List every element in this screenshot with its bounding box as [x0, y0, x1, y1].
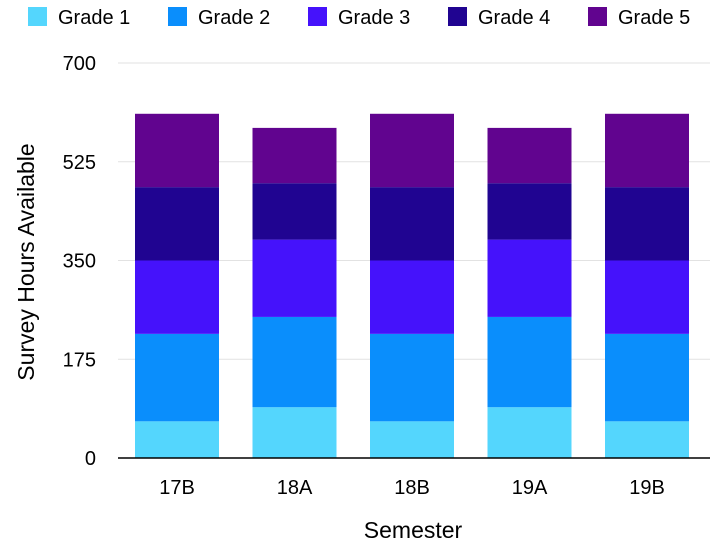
- bar-segment-grade-1: [605, 421, 689, 458]
- bar-segment-grade-5: [605, 113, 689, 188]
- x-axis-title: Semester: [364, 517, 463, 543]
- y-axis-title: Survey Hours Available: [13, 143, 39, 380]
- legend-label: Grade 5: [618, 7, 690, 29]
- legend-swatch: [588, 7, 607, 26]
- bar-segment-grade-4: [252, 183, 337, 240]
- y-tick-label: 700: [63, 53, 96, 75]
- x-tick-label: 18A: [277, 477, 313, 499]
- bar-segment-grade-3: [135, 260, 219, 334]
- bar-segment-grade-2: [252, 316, 337, 408]
- legend-item-grade-5: Grade 5: [588, 7, 690, 29]
- bar-stack-19A: [487, 127, 572, 458]
- bar-segment-grade-4: [135, 187, 219, 261]
- legend: Grade 1 Grade 2 Grade 3 Grade 4 Grade 5: [28, 7, 690, 29]
- legend-item-grade-3: Grade 3: [308, 7, 410, 29]
- bar-stack-17B: [135, 113, 219, 458]
- bar-segment-grade-1: [252, 407, 337, 458]
- bar-segment-grade-5: [252, 127, 337, 184]
- bar-segment-grade-2: [370, 333, 454, 422]
- legend-label: Grade 4: [478, 7, 550, 29]
- bar-stack-18A: [252, 127, 337, 458]
- legend-swatch: [28, 7, 47, 26]
- legend-swatch: [448, 7, 467, 26]
- bar-segment-grade-3: [370, 260, 454, 334]
- legend-item-grade-1: Grade 1: [28, 7, 130, 29]
- bar-segment-grade-4: [605, 187, 689, 261]
- bar-segment-grade-3: [605, 260, 689, 334]
- bar-segment-grade-5: [135, 113, 219, 188]
- legend-item-grade-2: Grade 2: [168, 7, 270, 29]
- bar-segment-grade-3: [487, 239, 572, 317]
- bar-segment-grade-1: [487, 407, 572, 458]
- bar-segment-grade-5: [487, 127, 572, 184]
- x-tick-label: 19B: [629, 477, 665, 499]
- x-tick-label: 17B: [159, 477, 195, 499]
- legend-swatch: [168, 7, 187, 26]
- bar-segment-grade-2: [487, 316, 572, 408]
- bar-segment-grade-5: [370, 113, 454, 188]
- bar-segment-grade-4: [370, 187, 454, 261]
- y-tick-label: 0: [85, 448, 96, 470]
- x-tick-label: 18B: [394, 477, 430, 499]
- bar-segment-grade-3: [252, 239, 337, 317]
- legend-swatch: [308, 7, 327, 26]
- y-tick-label: 175: [63, 349, 96, 371]
- bar-segment-grade-1: [370, 421, 454, 458]
- bar-segment-grade-1: [135, 421, 219, 458]
- x-axis-ticks: 17B 18A 18B 19A 19B: [159, 477, 665, 499]
- bar-stack-19B: [605, 113, 689, 458]
- bar-stack-18B: [370, 113, 454, 458]
- bar-segment-grade-2: [135, 333, 219, 422]
- legend-label: Grade 1: [58, 7, 130, 29]
- bar-segment-grade-4: [487, 183, 572, 240]
- x-tick-label: 19A: [512, 477, 548, 499]
- y-tick-label: 525: [63, 152, 96, 174]
- legend-label: Grade 2: [198, 7, 270, 29]
- bars: [135, 113, 689, 458]
- y-tick-label: 350: [63, 251, 96, 273]
- legend-label: Grade 3: [338, 7, 410, 29]
- bar-segment-grade-2: [605, 333, 689, 422]
- legend-item-grade-4: Grade 4: [448, 7, 550, 29]
- y-axis-ticks: 0 175 350 525 700: [63, 53, 96, 470]
